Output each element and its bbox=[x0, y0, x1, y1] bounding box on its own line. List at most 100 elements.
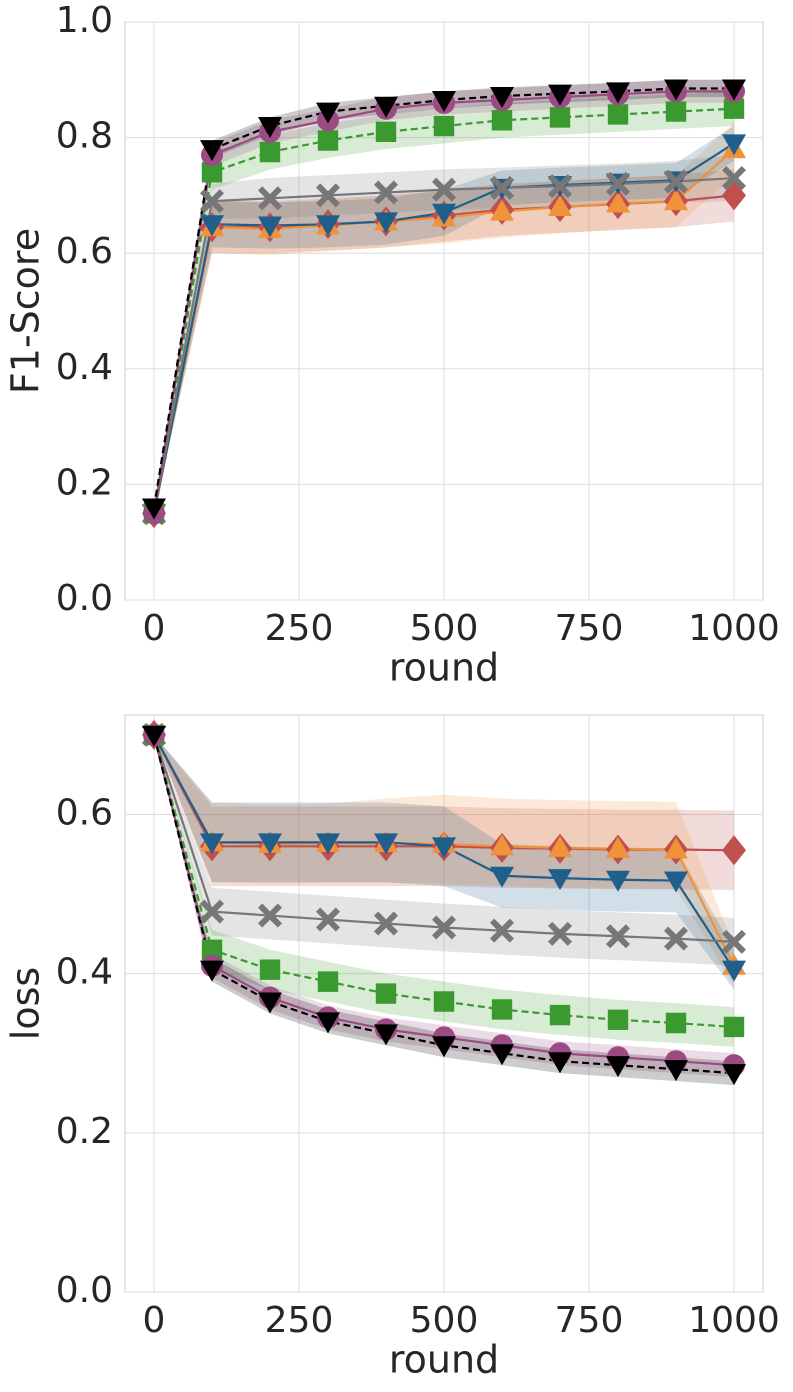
y-tick-label: 0.2 bbox=[56, 462, 113, 503]
y-axis-label: F1-Score bbox=[4, 228, 48, 394]
marker bbox=[665, 1012, 687, 1034]
marker bbox=[201, 162, 223, 183]
marker bbox=[200, 960, 224, 982]
series-line bbox=[152, 87, 734, 508]
y-tick-label: 0.4 bbox=[56, 952, 113, 993]
error-band bbox=[154, 734, 734, 966]
marker bbox=[316, 215, 340, 237]
marker bbox=[200, 140, 224, 162]
x-tick-label: 0 bbox=[143, 608, 166, 649]
marker bbox=[316, 907, 340, 932]
marker bbox=[374, 833, 398, 855]
marker bbox=[142, 498, 166, 520]
marker bbox=[722, 79, 746, 101]
marker bbox=[317, 971, 339, 992]
marker bbox=[664, 189, 688, 211]
marker bbox=[722, 835, 746, 866]
marker bbox=[374, 1024, 398, 1046]
marker bbox=[606, 191, 630, 213]
error-band bbox=[154, 126, 734, 514]
marker bbox=[607, 104, 629, 125]
marker bbox=[375, 121, 397, 143]
x-tick-label: 500 bbox=[410, 1300, 479, 1341]
marker bbox=[258, 117, 282, 139]
marker bbox=[259, 959, 281, 980]
marker bbox=[548, 84, 572, 106]
marker bbox=[606, 924, 630, 949]
marker bbox=[316, 102, 340, 124]
marker bbox=[258, 186, 282, 211]
x-tick-label: 1000 bbox=[688, 608, 780, 649]
marker bbox=[316, 1012, 340, 1034]
marker bbox=[432, 1036, 456, 1058]
marker bbox=[433, 115, 455, 137]
marker bbox=[490, 175, 514, 200]
x-tick-label: 0 bbox=[143, 1300, 166, 1341]
marker bbox=[606, 171, 630, 196]
marker bbox=[664, 1060, 688, 1082]
marker bbox=[490, 834, 514, 856]
x-tick-label: 750 bbox=[555, 608, 624, 649]
series-line bbox=[152, 734, 735, 1029]
marker bbox=[200, 833, 224, 855]
marker bbox=[549, 1004, 571, 1026]
x-axis-label: round bbox=[389, 646, 499, 690]
marker bbox=[549, 107, 571, 128]
marker bbox=[258, 992, 282, 1014]
marker bbox=[375, 983, 397, 1004]
error-band bbox=[154, 734, 734, 1047]
marker bbox=[722, 134, 746, 156]
y-tick-label: 0.6 bbox=[56, 231, 113, 272]
marker bbox=[548, 174, 572, 199]
marker bbox=[490, 918, 514, 943]
marker bbox=[200, 215, 224, 237]
marker bbox=[606, 836, 630, 858]
marker bbox=[374, 212, 398, 234]
marker bbox=[490, 199, 514, 221]
marker bbox=[664, 926, 688, 951]
y-tick-label: 0.0 bbox=[56, 578, 113, 619]
marker bbox=[491, 999, 513, 1020]
marker bbox=[432, 91, 456, 113]
marker bbox=[316, 833, 340, 855]
marker bbox=[432, 915, 456, 940]
y-tick-label: 0.0 bbox=[56, 1270, 113, 1311]
marker bbox=[432, 837, 456, 859]
y-tick-label: 0.6 bbox=[56, 792, 113, 833]
marker bbox=[374, 911, 398, 936]
marker bbox=[723, 98, 745, 119]
marker bbox=[548, 835, 572, 857]
marker bbox=[722, 929, 746, 954]
x-tick-label: 500 bbox=[410, 608, 479, 649]
marker bbox=[490, 1044, 514, 1066]
marker bbox=[433, 991, 455, 1012]
marker bbox=[200, 899, 224, 924]
marker bbox=[490, 866, 514, 888]
x-tick-label: 250 bbox=[265, 1300, 334, 1341]
marker bbox=[722, 166, 746, 191]
marker bbox=[664, 837, 688, 859]
x-tick-label: 1000 bbox=[688, 1300, 780, 1341]
marker bbox=[664, 169, 688, 194]
marker bbox=[258, 216, 282, 238]
marker bbox=[548, 869, 572, 891]
marker bbox=[723, 1016, 745, 1038]
marker bbox=[606, 1056, 630, 1078]
marker bbox=[258, 833, 282, 855]
marker bbox=[432, 177, 456, 202]
marker bbox=[374, 180, 398, 205]
error-band bbox=[154, 123, 734, 514]
marker bbox=[548, 194, 572, 216]
marker bbox=[201, 939, 223, 960]
error-band bbox=[154, 734, 734, 891]
x-tick-label: 750 bbox=[555, 1300, 624, 1341]
marker bbox=[490, 86, 514, 108]
marker bbox=[258, 903, 282, 928]
marker bbox=[548, 1052, 572, 1074]
marker bbox=[606, 82, 630, 104]
marker bbox=[316, 183, 340, 208]
x-axis-label: round bbox=[389, 1338, 499, 1382]
y-tick-label: 0.2 bbox=[56, 1111, 113, 1152]
error-band bbox=[154, 734, 734, 990]
